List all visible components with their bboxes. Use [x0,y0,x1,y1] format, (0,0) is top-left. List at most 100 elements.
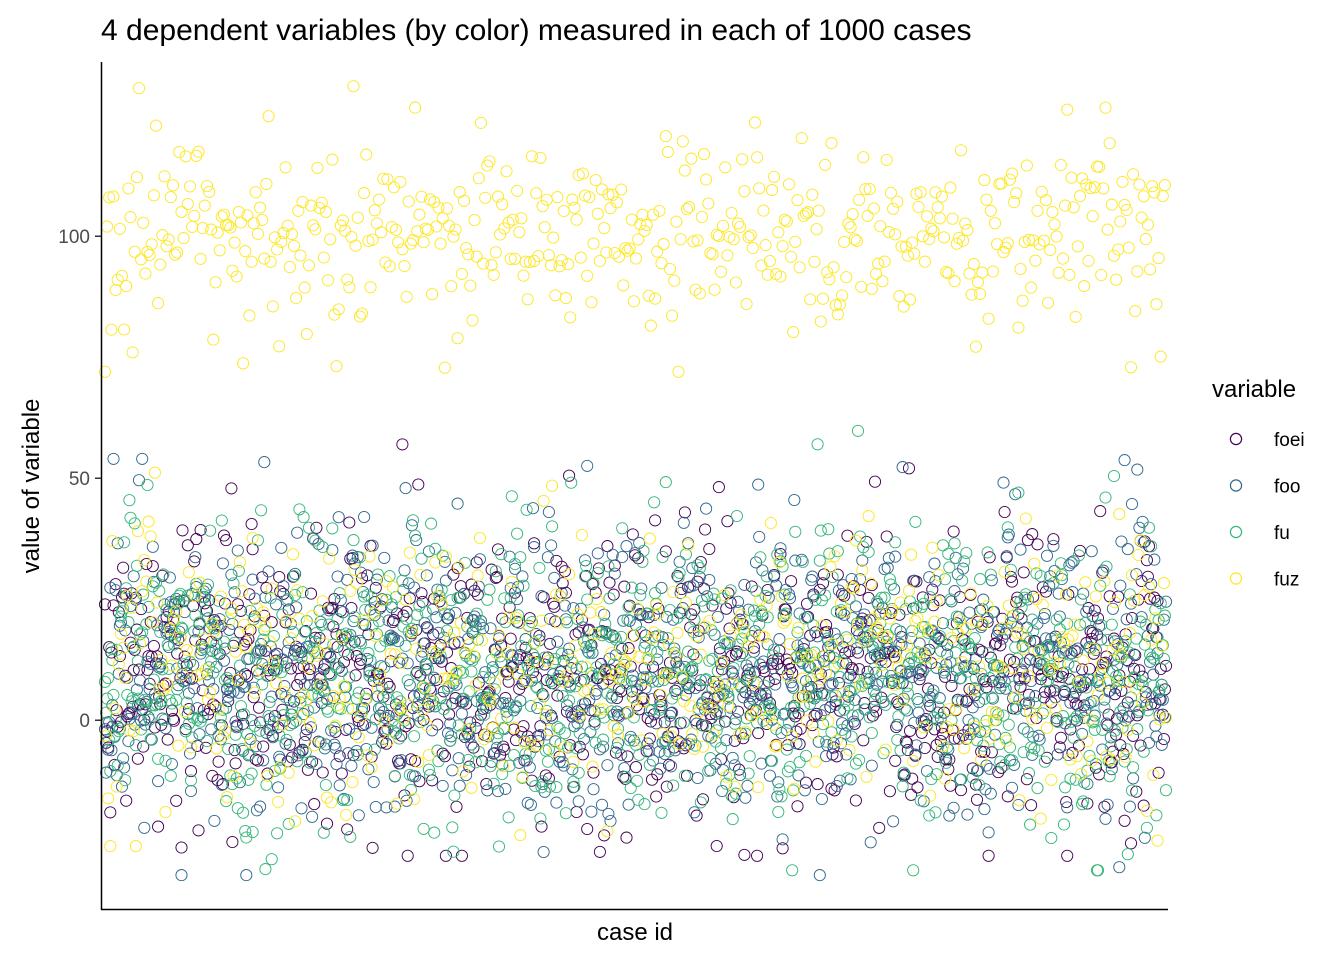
data-point [245,767,258,780]
data-point [471,588,484,601]
data-point [608,567,621,580]
data-point [691,234,704,247]
data-point [504,582,517,595]
data-point [567,755,580,768]
data-point [316,595,329,608]
data-point [323,618,336,631]
data-point [490,732,503,745]
data-point [693,571,706,584]
data-point [764,754,777,767]
data-point [595,183,609,196]
data-point [1098,575,1111,588]
data-point [188,555,201,568]
data-point [152,820,165,833]
data-point [474,689,488,702]
data-point [912,706,925,719]
data-point [220,795,233,808]
data-point [320,817,334,830]
data-point [524,798,537,811]
data-point [800,648,814,661]
data-point [193,576,206,589]
data-point [745,656,758,669]
data-point [803,651,816,664]
data-point [106,654,119,667]
data-point [662,745,676,758]
data-point [1000,550,1013,563]
data-point [843,684,856,697]
data-point [791,639,804,652]
data-point [415,552,428,565]
data-point [314,678,327,692]
data-point [341,273,354,286]
data-point [1045,773,1058,786]
data-point [401,698,414,711]
data-point [638,798,651,811]
data-point [1138,638,1151,651]
data-point [417,822,430,835]
data-point [526,655,540,668]
data-point [652,607,665,620]
data-point [1014,680,1027,693]
data-point [652,629,665,642]
data-point [723,230,736,244]
data-point [521,796,534,809]
data-point [1052,587,1065,600]
data-point [430,673,443,686]
data-point [1154,597,1167,610]
data-point [502,216,515,229]
data-point [758,700,771,713]
data-point [371,682,384,695]
data-point [1051,748,1064,761]
data-point [1130,785,1143,798]
data-point [983,672,996,685]
data-point [1060,666,1073,679]
data-point [729,276,742,289]
data-point [251,534,264,547]
data-point [1004,616,1017,629]
data-point [297,511,310,524]
data-point [1012,321,1025,334]
data-point [406,514,420,527]
data-point [679,548,692,561]
data-point [121,710,134,723]
data-point [343,281,356,294]
data-point [849,757,862,770]
data-point [274,761,287,774]
data-point [1073,674,1087,687]
data-point [1001,521,1014,534]
data-point [865,726,878,740]
data-point [626,691,639,704]
data-point [687,235,700,248]
data-point [809,755,822,768]
data-point [375,226,388,239]
data-point [978,174,991,187]
data-point [745,580,758,593]
data-point [413,208,426,221]
data-point [263,696,276,709]
data-point [1099,491,1112,504]
data-point [1088,723,1101,736]
data-point [448,637,461,650]
data-point [944,593,957,606]
data-point [535,590,548,603]
data-point [788,701,801,714]
data-point [216,703,229,716]
data-point [1059,781,1072,794]
data-point [337,679,351,693]
data-point [678,164,691,177]
data-point [697,600,711,613]
data-point [837,657,850,670]
data-point [272,781,285,794]
data-point [434,649,447,662]
data-point [1063,268,1076,281]
data-point [199,604,212,617]
data-point [460,769,473,782]
data-point [1146,651,1159,664]
data-point [182,566,195,579]
data-point [333,750,346,763]
data-point [927,711,940,724]
data-point [793,261,806,274]
data-point [895,639,908,652]
data-point [1002,599,1015,612]
data-point [161,733,174,746]
